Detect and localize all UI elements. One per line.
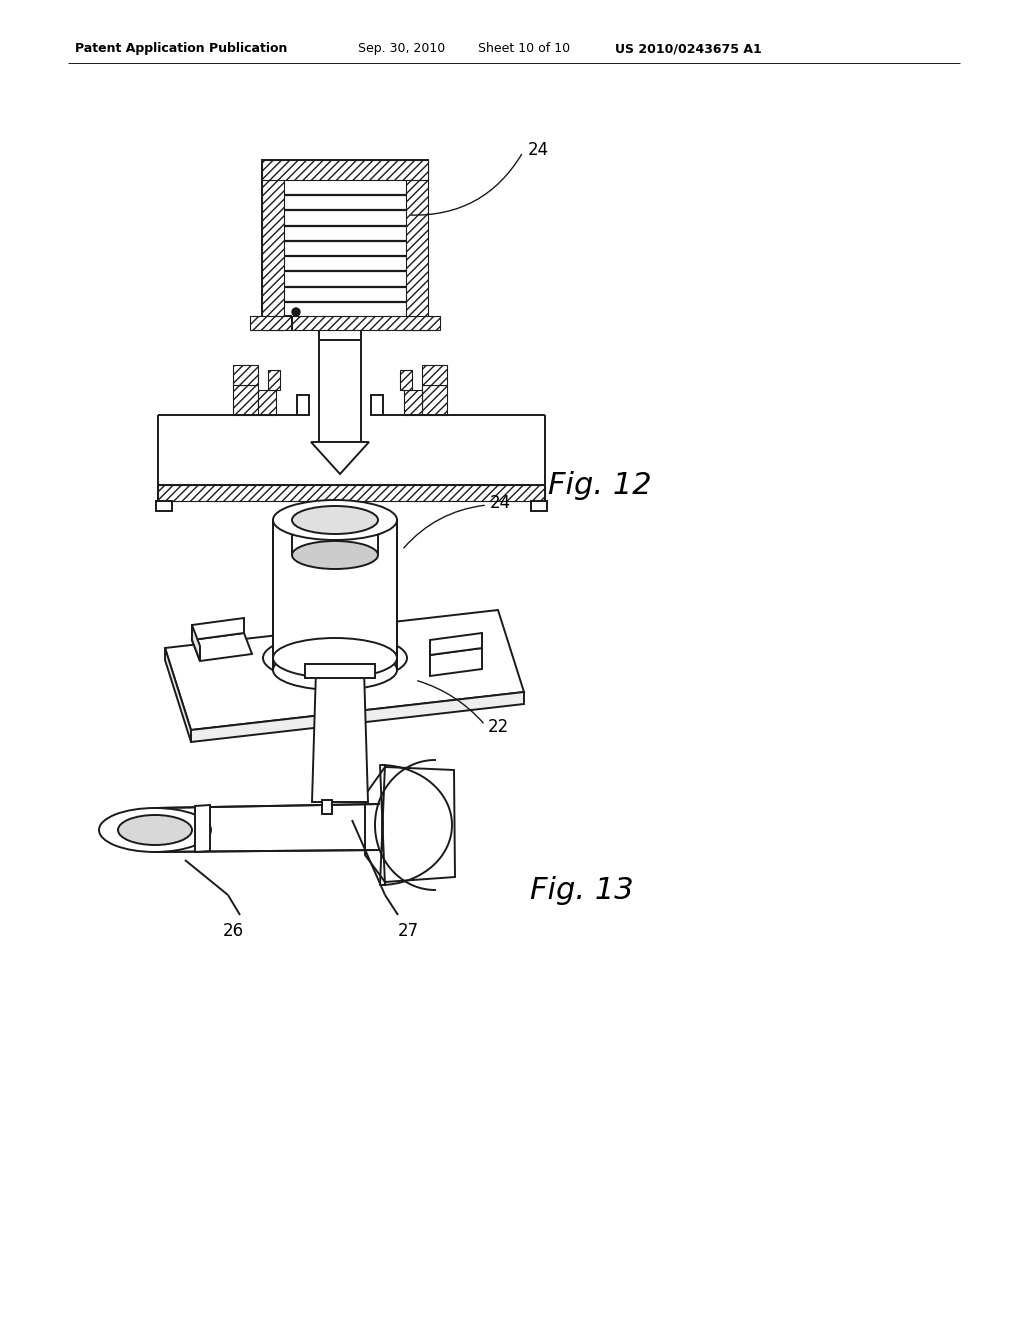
- Polygon shape: [311, 442, 369, 474]
- Bar: [422, 385, 447, 414]
- Polygon shape: [165, 610, 524, 730]
- Polygon shape: [305, 664, 375, 678]
- Text: 26: 26: [222, 921, 244, 940]
- Text: Sep. 30, 2010: Sep. 30, 2010: [358, 42, 445, 55]
- Ellipse shape: [118, 814, 193, 845]
- Bar: [258, 389, 276, 414]
- Polygon shape: [193, 618, 244, 640]
- Polygon shape: [165, 648, 191, 742]
- Polygon shape: [430, 634, 482, 655]
- Polygon shape: [191, 692, 524, 742]
- Ellipse shape: [273, 638, 397, 678]
- Text: 27: 27: [397, 921, 419, 940]
- Bar: [250, 315, 440, 330]
- Polygon shape: [430, 648, 482, 676]
- Ellipse shape: [292, 541, 378, 569]
- Bar: [262, 160, 428, 180]
- Circle shape: [292, 308, 300, 315]
- Bar: [156, 502, 172, 511]
- Text: Patent Application Publication: Patent Application Publication: [75, 42, 288, 55]
- Text: Fig. 13: Fig. 13: [530, 876, 634, 906]
- Polygon shape: [195, 805, 210, 851]
- Bar: [155, 808, 380, 851]
- Ellipse shape: [292, 506, 378, 535]
- Polygon shape: [193, 624, 200, 661]
- Text: US 2010/0243675 A1: US 2010/0243675 A1: [615, 42, 762, 55]
- Bar: [273, 520, 397, 671]
- Bar: [531, 502, 547, 511]
- Polygon shape: [312, 671, 368, 803]
- Polygon shape: [322, 800, 332, 814]
- Text: 26: 26: [335, 550, 355, 568]
- Bar: [262, 160, 428, 330]
- Ellipse shape: [99, 808, 211, 851]
- Text: 22: 22: [488, 718, 509, 737]
- Ellipse shape: [273, 649, 397, 690]
- Polygon shape: [365, 767, 455, 882]
- Bar: [400, 370, 412, 389]
- Text: 24: 24: [490, 494, 511, 512]
- Bar: [158, 484, 545, 502]
- Bar: [233, 366, 258, 385]
- Text: Fig. 12: Fig. 12: [548, 471, 651, 500]
- Bar: [297, 395, 309, 414]
- Bar: [233, 385, 258, 414]
- Bar: [268, 370, 280, 389]
- Text: 24: 24: [528, 141, 549, 158]
- Ellipse shape: [273, 500, 397, 540]
- Text: Sheet 10 of 10: Sheet 10 of 10: [478, 42, 570, 55]
- Bar: [262, 160, 284, 330]
- Bar: [406, 160, 428, 330]
- Bar: [404, 389, 422, 414]
- Bar: [371, 395, 383, 414]
- Ellipse shape: [263, 634, 407, 682]
- Polygon shape: [193, 634, 252, 661]
- Bar: [422, 366, 447, 385]
